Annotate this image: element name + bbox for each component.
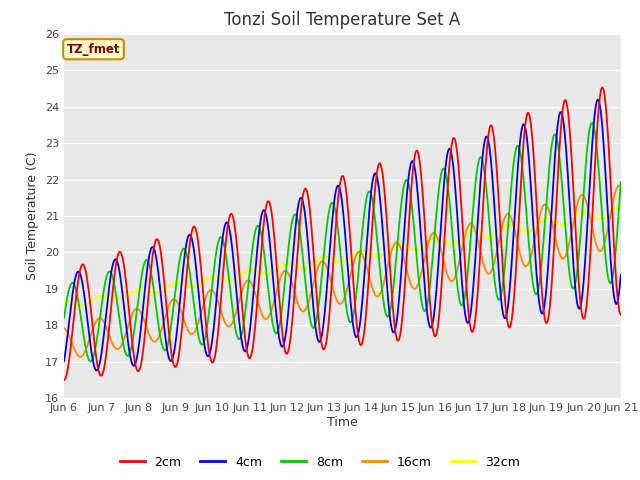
- 4cm: [617, 272, 625, 278]
- X-axis label: Time: Time: [327, 416, 358, 429]
- Line: 8cm: 8cm: [64, 123, 621, 361]
- 2cm: [617, 312, 625, 317]
- 32cm: [617, 202, 625, 208]
- 16cm: [616, 182, 623, 188]
- 32cm: [411, 247, 419, 253]
- 4cm: [214, 278, 222, 284]
- 16cm: [428, 232, 435, 238]
- Line: 2cm: 2cm: [64, 87, 621, 380]
- 16cm: [617, 184, 625, 190]
- 8cm: [128, 341, 136, 347]
- 8cm: [60, 315, 68, 321]
- 32cm: [214, 274, 222, 280]
- 2cm: [410, 157, 418, 163]
- 32cm: [185, 284, 193, 289]
- 2cm: [127, 332, 135, 337]
- 8cm: [428, 272, 435, 278]
- 32cm: [76, 302, 84, 308]
- 8cm: [411, 234, 419, 240]
- Legend: 2cm, 4cm, 8cm, 16cm, 32cm: 2cm, 4cm, 8cm, 16cm, 32cm: [115, 451, 525, 474]
- 4cm: [70, 281, 78, 287]
- 4cm: [428, 325, 435, 331]
- 4cm: [60, 359, 68, 364]
- 16cm: [76, 354, 84, 360]
- 8cm: [214, 240, 222, 245]
- 4cm: [594, 97, 602, 103]
- 8cm: [86, 359, 94, 364]
- Line: 4cm: 4cm: [64, 100, 621, 371]
- 32cm: [428, 237, 435, 242]
- 4cm: [411, 166, 419, 171]
- 8cm: [588, 120, 596, 126]
- Line: 16cm: 16cm: [64, 185, 621, 357]
- 16cm: [411, 286, 419, 292]
- 2cm: [214, 336, 221, 342]
- 8cm: [617, 179, 625, 185]
- 32cm: [128, 289, 136, 295]
- 4cm: [93, 368, 100, 373]
- 8cm: [185, 262, 193, 268]
- Title: Tonzi Soil Temperature Set A: Tonzi Soil Temperature Set A: [224, 11, 461, 29]
- 2cm: [184, 258, 192, 264]
- 4cm: [185, 233, 193, 239]
- 2cm: [598, 84, 606, 90]
- Y-axis label: Soil Temperature (C): Soil Temperature (C): [26, 152, 39, 280]
- 8cm: [70, 281, 78, 287]
- 16cm: [70, 346, 78, 351]
- 4cm: [128, 361, 136, 367]
- 16cm: [214, 300, 222, 305]
- 16cm: [60, 325, 68, 331]
- Text: TZ_fmet: TZ_fmet: [67, 43, 120, 56]
- 2cm: [60, 377, 68, 383]
- 2cm: [70, 313, 78, 319]
- 32cm: [70, 301, 78, 307]
- Line: 32cm: 32cm: [64, 205, 621, 305]
- 2cm: [426, 303, 434, 309]
- 16cm: [128, 312, 136, 317]
- 32cm: [60, 300, 68, 305]
- 16cm: [185, 329, 193, 335]
